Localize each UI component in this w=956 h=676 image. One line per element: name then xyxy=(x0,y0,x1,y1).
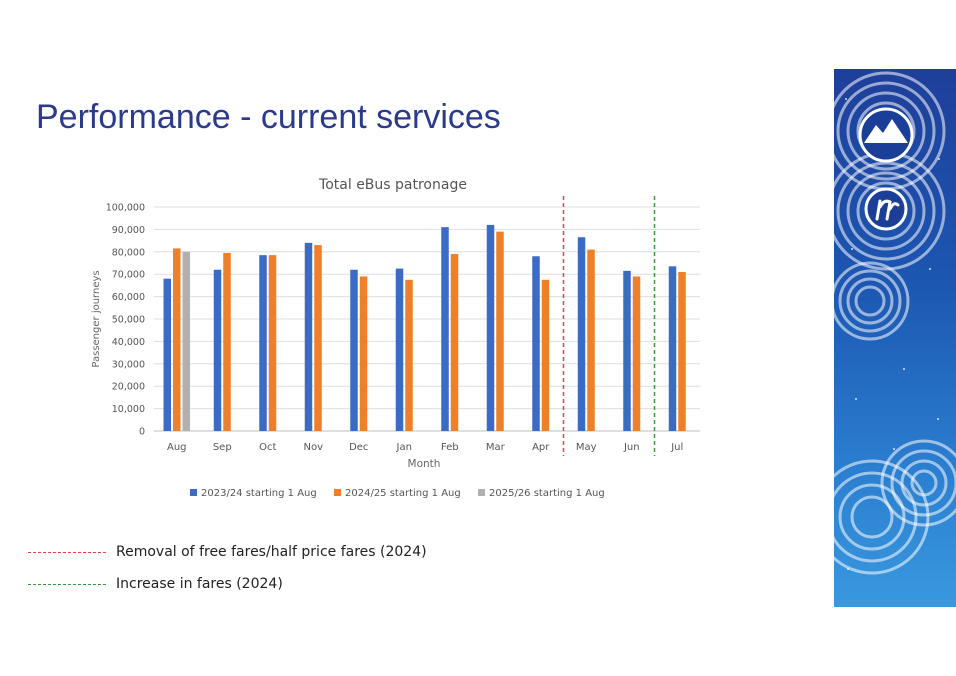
bar-feb-series-1 xyxy=(441,227,449,431)
reference-lines xyxy=(562,196,656,456)
x-tick-label: Mar xyxy=(486,442,506,453)
y-tick-label: 0 xyxy=(139,427,145,438)
x-tick-label: Aug xyxy=(167,442,187,453)
x-tick-label: Nov xyxy=(303,442,323,453)
bar-dec-series-1 xyxy=(350,269,358,431)
y-tick-label: 60,000 xyxy=(112,292,145,303)
n-logo-icon xyxy=(864,187,908,231)
brand-side-panel xyxy=(834,69,956,607)
slide-title: Performance - current services xyxy=(36,98,501,136)
y-tick-label: 50,000 xyxy=(112,315,145,326)
bar-jan-series-2 xyxy=(405,279,413,431)
y-tick-label: 30,000 xyxy=(112,359,145,370)
legend-label: 2024/25 starting 1 Aug xyxy=(345,488,461,499)
x-tick-label: Feb xyxy=(441,442,459,453)
note-free-fares: Removal of free fares/half price fares (… xyxy=(28,544,427,560)
x-tick-label: Sep xyxy=(213,442,232,453)
patronage-chart: Total eBus patronage 0 10,000 20,000 30,000… xyxy=(91,177,700,499)
legend-label: 2023/24 starting 1 Aug xyxy=(201,488,317,499)
chart-grid xyxy=(154,206,700,432)
chart-bars xyxy=(163,224,686,431)
decorative-circles-icon xyxy=(834,71,956,575)
bar-aug-series-1 xyxy=(163,278,171,431)
y-axis-ticks: 0 10,000 20,000 30,000 40,000 50,000 60,000 70,… xyxy=(106,203,145,438)
bar-jul-series-1 xyxy=(668,266,677,431)
x-axis-ticks: Aug Sep Oct Nov Dec Jan Feb Mar Apr May Jun Jul xyxy=(167,442,683,453)
bar-oct-series-2 xyxy=(268,255,277,431)
x-tick-label: Jun xyxy=(623,442,640,453)
y-axis-label: Passenger journeys xyxy=(91,270,102,367)
bar-mar-series-2 xyxy=(496,231,504,431)
bar-oct-series-1 xyxy=(259,255,267,431)
bar-may-series-2 xyxy=(587,249,595,431)
x-axis-label: Month xyxy=(408,458,441,470)
bar-sep-series-2 xyxy=(223,252,231,431)
chart-legend: 2023/24 starting 1 Aug 2024/25 starting 1… xyxy=(190,488,605,499)
bar-may-series-1 xyxy=(577,237,586,431)
bar-apr-series-2 xyxy=(541,279,550,431)
note-fare-increase-text: Increase in fares (2024) xyxy=(116,576,283,592)
x-tick-label: Dec xyxy=(349,442,368,453)
y-tick-label: 20,000 xyxy=(112,382,145,393)
y-tick-label: 10,000 xyxy=(112,404,145,415)
x-tick-label: Apr xyxy=(532,442,550,453)
x-tick-label: Oct xyxy=(259,442,276,453)
bar-aug-series-3 xyxy=(182,251,190,431)
bar-nov-series-2 xyxy=(314,245,322,431)
bar-apr-series-1 xyxy=(532,256,540,431)
red-dash-legend xyxy=(28,551,106,553)
bar-dec-series-2 xyxy=(359,276,368,431)
y-tick-label: 70,000 xyxy=(112,270,145,281)
chart-title: Total eBus patronage xyxy=(318,177,467,193)
mountain-logo-icon xyxy=(858,107,914,163)
legend-swatch xyxy=(334,489,341,496)
bar-mar-series-1 xyxy=(486,224,495,431)
legend-swatch xyxy=(478,489,485,496)
legend-swatch xyxy=(190,489,197,496)
x-tick-label: Jan xyxy=(396,442,412,453)
bar-sep-series-1 xyxy=(213,269,222,431)
bar-nov-series-1 xyxy=(304,242,313,431)
bar-feb-series-2 xyxy=(450,254,459,431)
bar-jun-series-1 xyxy=(623,270,631,431)
x-tick-label: May xyxy=(576,442,597,453)
bar-jan-series-1 xyxy=(395,268,404,431)
y-tick-label: 90,000 xyxy=(112,225,145,236)
note-fare-increase: Increase in fares (2024) xyxy=(28,576,283,592)
x-tick-label: Jul xyxy=(670,442,683,453)
bar-jun-series-2 xyxy=(632,276,641,431)
green-dash-legend xyxy=(28,583,106,585)
bar-aug-series-2 xyxy=(173,248,181,431)
note-free-fares-text: Removal of free fares/half price fares (… xyxy=(116,544,427,560)
y-tick-label: 80,000 xyxy=(112,247,145,258)
legend-label: 2025/26 starting 1 Aug xyxy=(489,488,605,499)
y-tick-label: 40,000 xyxy=(112,337,145,348)
y-tick-label: 100,000 xyxy=(106,203,145,214)
bar-jul-series-2 xyxy=(678,271,686,431)
